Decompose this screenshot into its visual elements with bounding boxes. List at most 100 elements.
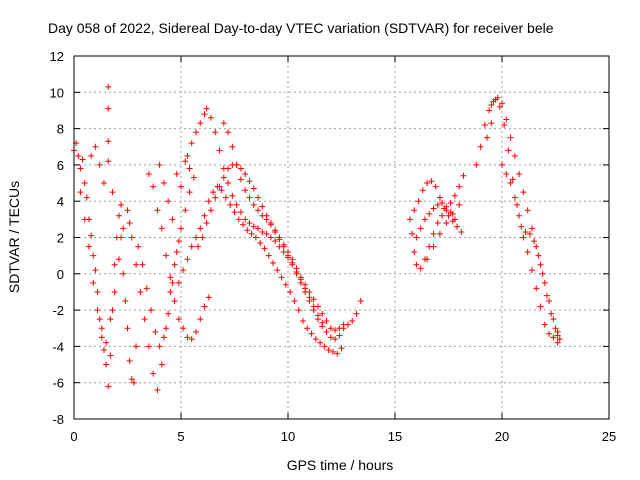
data-point (133, 261, 140, 268)
data-point (133, 343, 140, 350)
data-point (240, 221, 247, 228)
data-point (171, 261, 178, 268)
data-point (214, 183, 221, 190)
data-point (203, 105, 210, 112)
data-point (535, 252, 542, 259)
data-point (332, 336, 339, 343)
data-point (546, 330, 553, 337)
data-point (443, 203, 450, 210)
data-point (424, 180, 431, 187)
data-point (259, 203, 266, 210)
data-point (267, 219, 274, 226)
data-point (550, 316, 557, 323)
data-point (250, 185, 257, 192)
data-point (229, 192, 236, 199)
data-point (141, 316, 148, 323)
data-point (130, 379, 137, 386)
data-point (111, 288, 118, 295)
data-point (105, 83, 112, 90)
data-point (252, 234, 259, 241)
data-point (182, 158, 189, 165)
data-point (105, 383, 112, 390)
data-point (439, 212, 446, 219)
data-point (293, 268, 300, 275)
data-point (524, 249, 531, 256)
data-point (107, 316, 114, 323)
data-point (289, 259, 296, 266)
data-point (143, 285, 150, 292)
data-point (505, 147, 512, 154)
data-point (233, 161, 240, 168)
data-point (513, 201, 520, 208)
data-point (499, 100, 505, 107)
data-point (182, 207, 189, 214)
data-point (115, 212, 122, 219)
data-point (524, 207, 531, 214)
data-point (92, 267, 99, 274)
data-point (430, 205, 437, 212)
data-point (128, 234, 135, 241)
data-point (220, 174, 227, 181)
y-tick-label: 4 (57, 194, 64, 209)
data-point (242, 187, 249, 194)
y-tick-label: -4 (52, 339, 64, 354)
data-point (430, 243, 437, 250)
data-point (154, 386, 161, 393)
data-point (237, 165, 244, 172)
data-point (124, 325, 131, 332)
y-tick-label: 0 (57, 267, 64, 282)
y-tick-label: 2 (57, 231, 64, 246)
x-axis-ticks: 0 5 10 15 20 25 (70, 56, 616, 444)
data-point (207, 207, 214, 214)
x-tick-label: 25 (602, 429, 616, 444)
data-point (163, 325, 170, 332)
y-tick-label: -8 (52, 412, 64, 427)
data-point (205, 294, 212, 301)
data-point (212, 194, 219, 201)
data-point (522, 229, 529, 236)
data-point (81, 180, 88, 187)
data-point (518, 223, 525, 230)
data-point (158, 225, 165, 232)
data-point (413, 234, 420, 241)
data-point (411, 249, 418, 256)
data-point (173, 170, 180, 177)
y-axis-label: SDTVAR / TECUs (6, 181, 22, 293)
data-point (126, 219, 133, 226)
data-point (259, 229, 266, 236)
data-point (90, 279, 97, 286)
x-tick-label: 5 (177, 429, 184, 444)
data-point (156, 343, 163, 350)
data-point (436, 194, 443, 201)
data-point (148, 307, 155, 314)
data-point (156, 161, 163, 168)
data-point (432, 183, 439, 190)
data-point (537, 261, 544, 268)
data-point (424, 256, 431, 263)
data-point (325, 347, 332, 354)
data-point (137, 288, 144, 295)
data-point (282, 281, 289, 288)
data-point (120, 225, 127, 232)
data-point (100, 347, 107, 354)
data-point (180, 325, 187, 332)
x-tick-label: 10 (281, 429, 295, 444)
data-point (299, 317, 306, 324)
data-point (77, 189, 84, 196)
data-point (443, 219, 450, 226)
data-point (88, 232, 95, 239)
data-point (415, 198, 422, 205)
data-point (261, 245, 268, 252)
data-point (107, 352, 114, 359)
data-point (201, 303, 208, 310)
data-point (120, 270, 127, 277)
data-point (340, 321, 347, 328)
data-point (451, 216, 458, 223)
data-point (546, 298, 553, 305)
data-point (150, 183, 157, 190)
data-point (509, 176, 516, 183)
data-point (272, 238, 279, 245)
data-point (520, 189, 527, 196)
data-point (329, 348, 336, 355)
data-point (75, 152, 82, 159)
